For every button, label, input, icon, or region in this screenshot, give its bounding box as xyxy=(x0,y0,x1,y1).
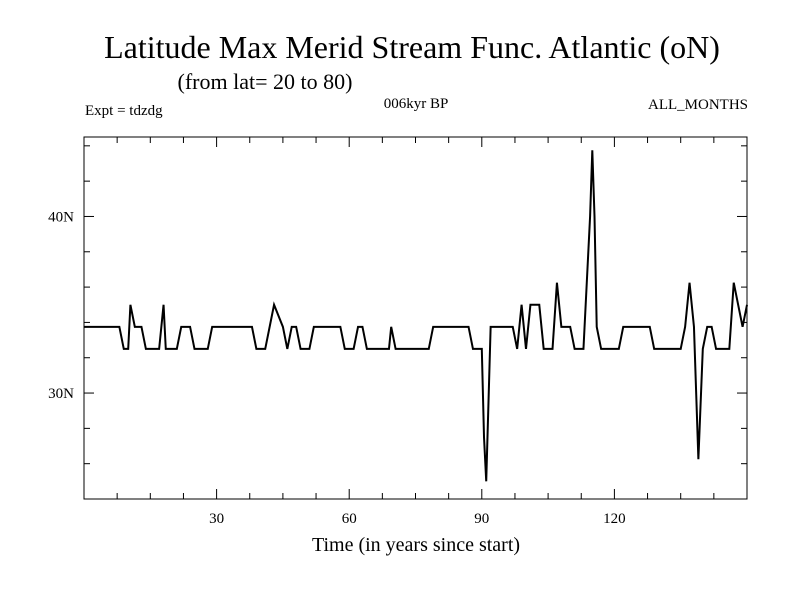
x-tick-label: 60 xyxy=(342,511,357,527)
plot-frame xyxy=(83,136,748,500)
x-axis-label: Time (in years since start) xyxy=(312,534,520,556)
x-tick-label: 30 xyxy=(209,511,224,527)
period-label: 006kyr BP xyxy=(384,96,449,112)
y-tick-label: 40N xyxy=(48,209,74,225)
x-tick-label: 120 xyxy=(603,511,626,527)
chart-title: Latitude Max Merid Stream Func. Atlantic… xyxy=(104,29,720,65)
y-tick-label: 30N xyxy=(48,386,74,402)
x-tick-label: 90 xyxy=(474,511,489,527)
chart-subtitle: (from lat= 20 to 80) xyxy=(178,69,353,94)
tick-labels: 30 60 90 120 30N 40N xyxy=(48,209,625,527)
plot-area: 30 60 90 120 30N 40N xyxy=(48,136,748,527)
experiment-label: Expt = tdzdg xyxy=(85,103,163,119)
months-label: ALL_MONTHS xyxy=(648,97,748,113)
series-line xyxy=(84,150,748,482)
axis-ticks xyxy=(84,137,747,499)
